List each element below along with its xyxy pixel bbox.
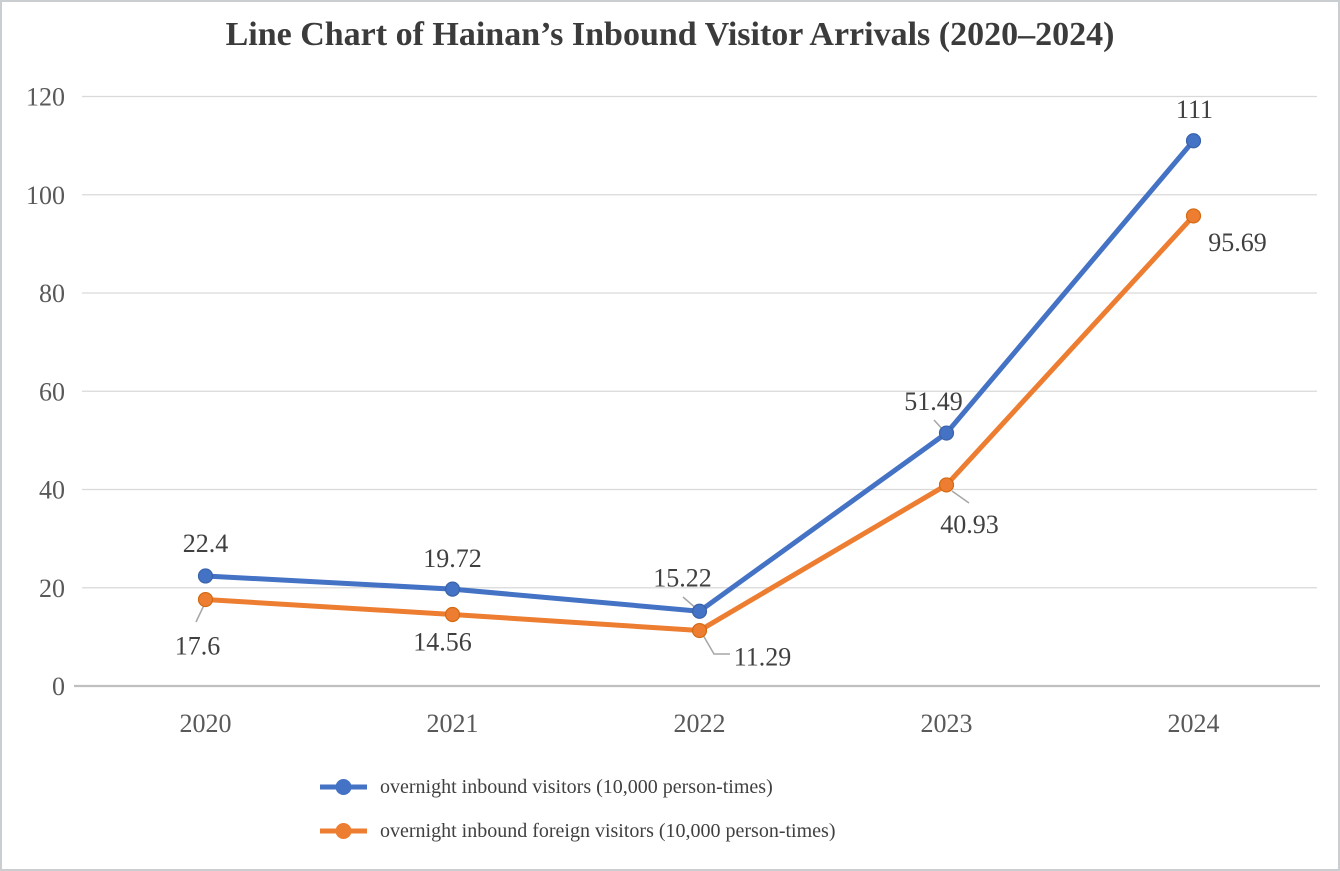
chart-title: Line Chart of Hainan’s Inbound Visitor A… — [225, 16, 1115, 53]
data-label-2024-series0: 111 — [1176, 95, 1213, 124]
data-label-2022-series0: 15.22 — [653, 563, 712, 592]
legend-item-overnight-inbound-visitors: overnight inbound visitors (10,000 perso… — [320, 770, 836, 804]
legend-item-overnight-inbound-foreign-visitors: overnight inbound foreign visitors (10,0… — [320, 814, 836, 848]
x-tick-label-2024: 2024 — [1168, 709, 1220, 738]
data-label-2024-series1: 95.69 — [1208, 228, 1267, 257]
y-tick-label-120: 120 — [26, 83, 65, 112]
chart-legend: overnight inbound visitors (10,000 perso… — [320, 770, 836, 848]
data-label-leader-line — [702, 634, 730, 655]
y-tick-label-100: 100 — [26, 181, 65, 210]
x-tick-label-2020: 2020 — [180, 709, 232, 738]
x-tick-label-2021: 2021 — [427, 709, 479, 738]
data-point-2020-series0 — [197, 568, 214, 584]
legend-marker-orange-series — [320, 823, 367, 839]
y-tick-label-80: 80 — [39, 279, 65, 308]
x-tick-label-2022: 2022 — [674, 709, 726, 738]
data-point-2023-series0 — [938, 425, 955, 441]
legend-marker-blue-series — [320, 779, 367, 795]
data-label-2022-series1: 11.29 — [734, 643, 792, 672]
y-tick-label-60: 60 — [39, 377, 65, 406]
data-label-2023-series0: 51.49 — [904, 387, 963, 416]
legend-dot-icon — [335, 823, 352, 839]
y-tick-label-40: 40 — [39, 476, 65, 505]
data-label-2021-series1: 14.56 — [413, 628, 472, 657]
legend-label-overnight-inbound-foreign-visitors: overnight inbound foreign visitors (10,0… — [380, 819, 836, 842]
legend-label-overnight-inbound-visitors: overnight inbound visitors (10,000 perso… — [380, 775, 773, 798]
data-label-leader-line — [951, 490, 970, 504]
data-point-2023-series1 — [938, 477, 955, 493]
data-point-2024-series1 — [1185, 208, 1202, 224]
data-point-2020-series1 — [197, 591, 214, 608]
y-tick-label-0: 0 — [52, 672, 65, 701]
data-point-2021-series1 — [444, 606, 461, 623]
data-label-2020-series0: 22.4 — [183, 529, 229, 558]
data-point-2024-series0 — [1185, 133, 1202, 149]
data-point-2022-series0 — [691, 603, 708, 619]
y-tick-label-20: 20 — [39, 574, 65, 603]
legend-dot-icon — [335, 779, 352, 795]
data-label-2023-series1: 40.93 — [940, 510, 999, 539]
data-point-2022-series1 — [691, 622, 708, 639]
data-label-2021-series0: 19.72 — [423, 544, 482, 573]
x-tick-label-2023: 2023 — [921, 709, 973, 738]
data-label-2020-series1: 17.6 — [175, 632, 221, 661]
data-point-2021-series0 — [444, 581, 461, 597]
